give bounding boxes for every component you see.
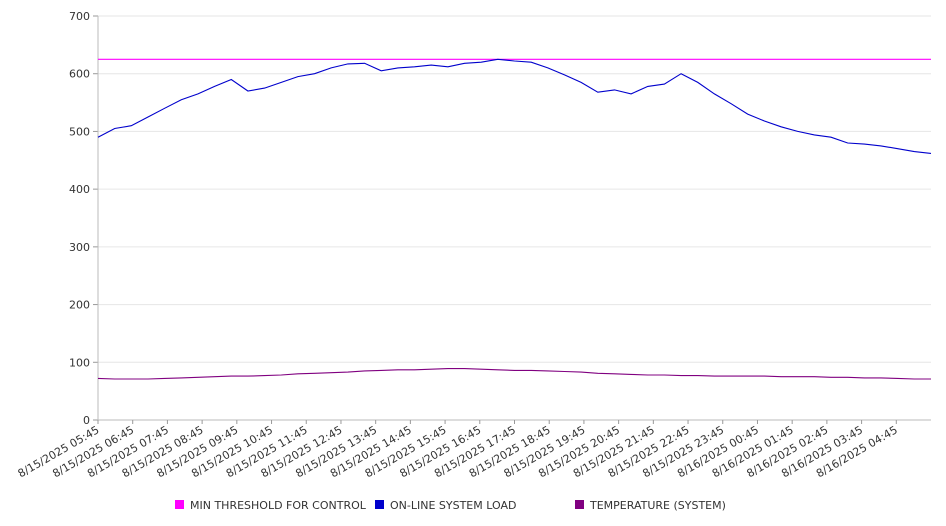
legend: MIN THRESHOLD FOR CONTROL ON-LINE SYSTEM … bbox=[175, 499, 726, 512]
legend-label: MIN THRESHOLD FOR CONTROL bbox=[190, 499, 367, 512]
y-tick-label: 100 bbox=[69, 356, 90, 369]
y-tick-label: 200 bbox=[69, 299, 90, 312]
legend-label: TEMPERATURE (SYSTEM) bbox=[589, 499, 726, 512]
x-axis: 8/15/2025 05:458/15/2025 06:458/15/2025 … bbox=[16, 419, 931, 480]
legend-swatch bbox=[575, 500, 584, 509]
y-tick-label: 400 bbox=[69, 183, 90, 196]
series-lines bbox=[97, 58, 932, 380]
y-tick-label: 600 bbox=[69, 68, 90, 81]
y-tick-label: 0 bbox=[83, 414, 90, 427]
grid bbox=[98, 15, 931, 421]
legend-label: ON-LINE SYSTEM LOAD bbox=[390, 499, 516, 512]
y-tick-label: 700 bbox=[69, 10, 90, 23]
y-tick-label: 300 bbox=[69, 241, 90, 254]
series-line-2 bbox=[97, 368, 931, 380]
y-axis: 0 100 200 300 400 500 600 700 bbox=[69, 10, 99, 427]
series-line-1 bbox=[97, 58, 932, 154]
y-tick-label: 500 bbox=[69, 125, 90, 138]
legend-swatch bbox=[375, 500, 384, 509]
legend-swatch bbox=[175, 500, 184, 509]
